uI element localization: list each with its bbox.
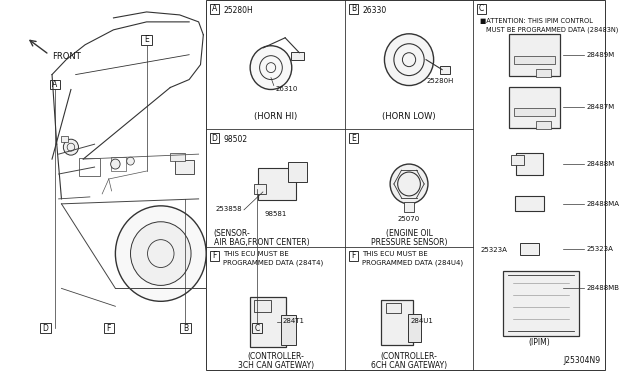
FancyBboxPatch shape bbox=[511, 155, 524, 165]
Bar bbox=[50, 80, 60, 90]
Bar bbox=[349, 133, 358, 143]
FancyBboxPatch shape bbox=[291, 52, 304, 60]
Circle shape bbox=[390, 164, 428, 204]
FancyBboxPatch shape bbox=[381, 300, 413, 344]
Bar bbox=[206, 0, 605, 370]
Text: D: D bbox=[212, 134, 218, 143]
Bar bbox=[141, 35, 152, 45]
Text: 28488MB: 28488MB bbox=[586, 285, 620, 291]
Text: C: C bbox=[255, 324, 260, 333]
Text: 26310: 26310 bbox=[276, 86, 298, 92]
Text: PRESSURE SENSOR): PRESSURE SENSOR) bbox=[371, 238, 447, 247]
Bar bbox=[210, 133, 220, 143]
Text: (CONTROLLER-: (CONTROLLER- bbox=[247, 352, 304, 361]
Text: 28488MA: 28488MA bbox=[586, 201, 620, 207]
Text: 98502: 98502 bbox=[223, 135, 247, 144]
FancyBboxPatch shape bbox=[509, 34, 560, 76]
Bar bbox=[349, 251, 358, 260]
Text: B: B bbox=[183, 324, 188, 333]
FancyBboxPatch shape bbox=[509, 87, 560, 128]
FancyBboxPatch shape bbox=[61, 136, 68, 142]
Text: A: A bbox=[212, 4, 218, 13]
Text: 3CH CAN GATEWAY): 3CH CAN GATEWAY) bbox=[237, 361, 314, 370]
FancyBboxPatch shape bbox=[170, 153, 186, 161]
Bar bbox=[349, 4, 358, 14]
Text: F: F bbox=[212, 251, 217, 260]
FancyBboxPatch shape bbox=[536, 68, 552, 77]
Text: (HORN HI): (HORN HI) bbox=[254, 112, 298, 121]
Text: A: A bbox=[52, 80, 58, 89]
Bar bbox=[40, 323, 51, 333]
Bar bbox=[180, 323, 191, 333]
Bar bbox=[210, 4, 220, 14]
Circle shape bbox=[63, 139, 79, 155]
Text: (ENGINE OIL: (ENGINE OIL bbox=[385, 229, 433, 238]
Text: 25280H: 25280H bbox=[426, 78, 453, 84]
Text: 6CH CAN GATEWAY): 6CH CAN GATEWAY) bbox=[371, 361, 447, 370]
FancyBboxPatch shape bbox=[281, 315, 296, 345]
Circle shape bbox=[385, 34, 434, 86]
FancyBboxPatch shape bbox=[175, 160, 194, 174]
Text: 253858: 253858 bbox=[216, 206, 243, 212]
Bar bbox=[210, 251, 220, 260]
Circle shape bbox=[115, 206, 206, 301]
FancyBboxPatch shape bbox=[516, 153, 543, 175]
FancyBboxPatch shape bbox=[258, 168, 296, 200]
FancyBboxPatch shape bbox=[440, 65, 450, 74]
Text: 98581: 98581 bbox=[264, 211, 287, 217]
Text: (IPIM): (IPIM) bbox=[528, 338, 550, 347]
Text: 28488M: 28488M bbox=[586, 161, 614, 167]
Text: E: E bbox=[351, 134, 356, 143]
Text: PROGRAMMED DATA (284T4): PROGRAMMED DATA (284T4) bbox=[223, 260, 323, 266]
Text: 26330: 26330 bbox=[362, 6, 387, 15]
Bar bbox=[404, 202, 414, 212]
FancyBboxPatch shape bbox=[289, 162, 307, 182]
Text: D: D bbox=[42, 324, 49, 333]
FancyBboxPatch shape bbox=[250, 297, 285, 347]
Text: MUST BE PROGRAMMED DATA (28483N): MUST BE PROGRAMMED DATA (28483N) bbox=[486, 27, 618, 33]
Text: C: C bbox=[479, 4, 484, 13]
FancyBboxPatch shape bbox=[536, 121, 552, 129]
Text: FRONT: FRONT bbox=[52, 52, 81, 61]
Circle shape bbox=[250, 46, 292, 90]
Text: THIS ECU MUST BE: THIS ECU MUST BE bbox=[223, 251, 289, 257]
Text: ■ATTENTION: THIS IPIM CONTROL: ■ATTENTION: THIS IPIM CONTROL bbox=[481, 18, 593, 24]
FancyBboxPatch shape bbox=[255, 300, 271, 312]
FancyBboxPatch shape bbox=[408, 314, 421, 342]
Text: 28487M: 28487M bbox=[586, 105, 614, 110]
Text: (SENSOR-: (SENSOR- bbox=[214, 229, 250, 238]
Bar bbox=[252, 323, 262, 333]
Text: 25323A: 25323A bbox=[481, 247, 508, 253]
Circle shape bbox=[111, 159, 120, 169]
Text: 284T1: 284T1 bbox=[283, 318, 305, 324]
Text: F: F bbox=[107, 324, 111, 333]
Circle shape bbox=[131, 222, 191, 285]
Text: AIR BAG,FRONT CENTER): AIR BAG,FRONT CENTER) bbox=[214, 238, 309, 247]
Circle shape bbox=[127, 157, 134, 165]
FancyBboxPatch shape bbox=[513, 56, 555, 64]
Text: J25304N9: J25304N9 bbox=[563, 356, 600, 365]
FancyBboxPatch shape bbox=[503, 271, 579, 336]
Text: THIS ECU MUST BE: THIS ECU MUST BE bbox=[362, 251, 428, 257]
FancyBboxPatch shape bbox=[520, 243, 539, 254]
Text: E: E bbox=[144, 35, 149, 44]
Text: 25070: 25070 bbox=[398, 216, 420, 222]
Text: B: B bbox=[351, 4, 356, 13]
Text: (HORN LOW): (HORN LOW) bbox=[382, 112, 436, 121]
Text: 28489M: 28489M bbox=[586, 52, 614, 58]
FancyBboxPatch shape bbox=[386, 303, 401, 313]
Text: 284U1: 284U1 bbox=[410, 318, 433, 324]
Bar bbox=[477, 4, 486, 14]
FancyBboxPatch shape bbox=[515, 196, 544, 211]
Text: PROGRAMMED DATA (284U4): PROGRAMMED DATA (284U4) bbox=[362, 260, 463, 266]
FancyBboxPatch shape bbox=[255, 184, 266, 194]
Text: 25323A: 25323A bbox=[586, 246, 613, 251]
Text: 25280H: 25280H bbox=[223, 6, 253, 15]
Text: F: F bbox=[351, 251, 356, 260]
Bar bbox=[104, 323, 114, 333]
Text: (CONTROLLER-: (CONTROLLER- bbox=[381, 352, 438, 361]
FancyBboxPatch shape bbox=[513, 108, 555, 116]
